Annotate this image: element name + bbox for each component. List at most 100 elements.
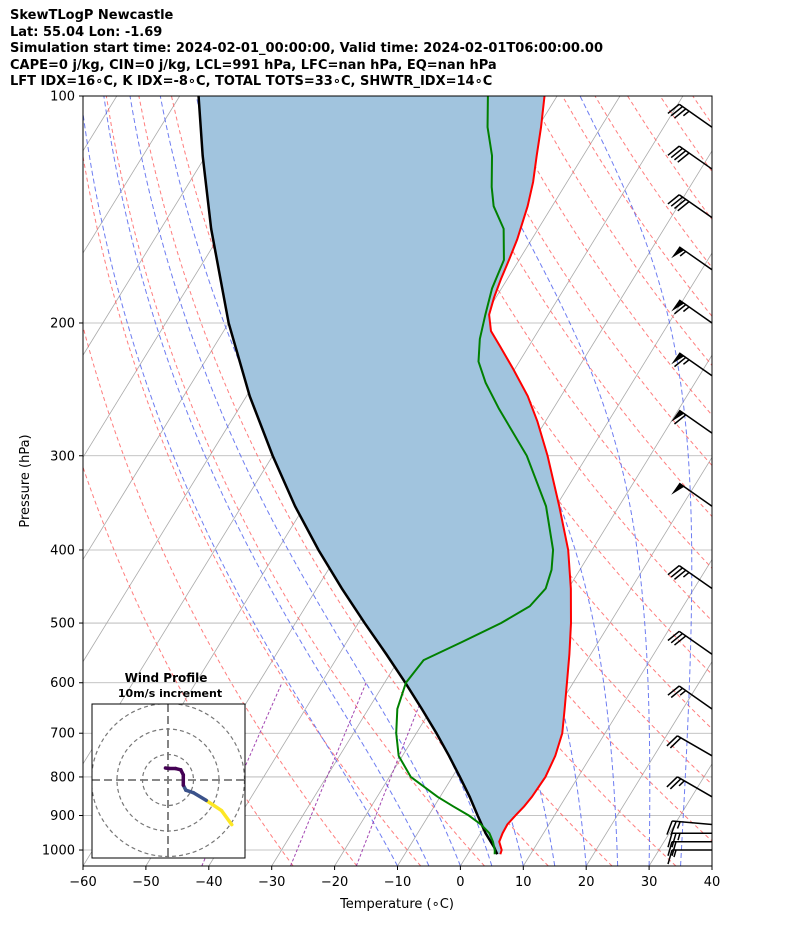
- dry-adiabat: [399, 96, 712, 569]
- wind-barb: [667, 840, 712, 856]
- y-tick-label: 900: [50, 809, 75, 824]
- y-tick-label: 600: [50, 676, 75, 691]
- indices-line-2: LFT IDX=16∘C, K IDX=-8∘C, TOTAL TOTS=33∘…: [10, 74, 493, 89]
- moist-adiabat: [83, 109, 398, 866]
- wind-barb-half: [679, 250, 687, 257]
- isotherm-line: [334, 252, 712, 866]
- wind-barb-staff: [678, 299, 713, 324]
- wind-barb-full: [670, 633, 683, 644]
- wind-barb-half: [682, 306, 690, 313]
- wind-barb-full: [674, 198, 687, 210]
- wind-barb-staff: [678, 145, 713, 170]
- wind-barb-full: [667, 565, 680, 576]
- wind-barb-full: [669, 737, 682, 749]
- wind-barb-full: [667, 849, 673, 865]
- wind-barb: [667, 849, 712, 865]
- x-axis-label: Temperature (∘C): [339, 897, 454, 912]
- wind-barb-full: [674, 304, 687, 315]
- wind-barb: [666, 776, 713, 798]
- wind-barb-staff: [678, 685, 713, 710]
- wind-barb-full: [666, 776, 678, 788]
- wind-barb-full: [674, 414, 687, 425]
- wind-barb-flag: [671, 246, 685, 259]
- mixing-ratio-line: [355, 682, 429, 866]
- y-tick-label: 800: [50, 770, 75, 785]
- wind-barb-full: [671, 833, 677, 848]
- hodograph-frame: [91, 703, 246, 859]
- wind-barb: [667, 832, 712, 848]
- wind-barb-staff: [678, 194, 713, 219]
- wind-barb-full: [677, 152, 690, 163]
- wind-barb: [667, 630, 713, 655]
- wind-barb: [667, 145, 713, 170]
- wind-barb: [667, 194, 713, 219]
- x-tick-label: 30: [641, 875, 658, 890]
- y-tick-label: 200: [50, 316, 75, 331]
- y-tick-label: 100: [50, 90, 75, 105]
- wind-barb-full: [669, 778, 682, 790]
- y-axis-label: Pressure (hPa): [18, 434, 33, 527]
- x-tick-label: −30: [258, 875, 285, 890]
- wind-barb-full: [667, 841, 673, 856]
- hodograph-segment: [204, 798, 224, 813]
- hodograph-title: Wind Profile: [125, 671, 208, 685]
- wind-barb-flag: [671, 300, 685, 312]
- wind-barb-half: [677, 833, 681, 841]
- wind-barb-half: [679, 690, 687, 696]
- hodograph-segment: [191, 791, 208, 803]
- location-line: Lat: 55.04 Lon: -1.69: [10, 24, 163, 40]
- wind-barb-full: [666, 820, 673, 835]
- isotherm-line: [83, 96, 243, 356]
- wind-barb-staff: [678, 564, 713, 590]
- wind-barb-staff: [678, 352, 713, 377]
- wind-barb: [666, 735, 713, 757]
- cin-area: [198, 96, 571, 855]
- wind-barb-flag: [671, 352, 685, 365]
- moist-adiabat: [129, 96, 461, 866]
- parcel-profile-line: [197, 96, 499, 855]
- wind-barb-staff: [678, 482, 713, 507]
- wind-barb-full: [670, 567, 683, 578]
- wind-barb-full: [667, 630, 680, 642]
- plot-area: [83, 96, 712, 866]
- hodograph-segment: [163, 766, 172, 771]
- time-line: Simulation start time: 2024-02-01_00:00:…: [10, 41, 603, 56]
- wind-barb-full: [674, 569, 687, 580]
- moist-adiabat: [103, 96, 430, 866]
- y-tick-label: 400: [50, 543, 75, 558]
- wind-barb-full: [674, 108, 687, 119]
- isotherm-line: [522, 558, 712, 866]
- wind-barb: [667, 564, 713, 590]
- wind-barb-full: [670, 147, 683, 159]
- wind-barb-staff: [678, 630, 713, 655]
- wind-barb-full: [674, 150, 687, 161]
- dry-adiabat: [366, 96, 712, 622]
- dry-adiabat: [496, 96, 712, 416]
- y-tick-label: 300: [50, 449, 75, 464]
- hodograph-subtitle: 10m/s increment: [118, 687, 222, 700]
- moist-adiabat: [579, 96, 693, 866]
- y-tick-label: 500: [50, 617, 75, 632]
- wind-barb-staff: [678, 409, 713, 434]
- wind-barb-full: [667, 103, 680, 115]
- x-tick-label: −60: [69, 875, 96, 890]
- wind-barb-staff: [678, 103, 713, 128]
- wind-barb-staff: [676, 776, 713, 798]
- wind-barb-full: [670, 196, 683, 207]
- wind-barb: [667, 103, 713, 128]
- wind-barb-full: [667, 685, 680, 696]
- wind-barb: [671, 246, 713, 271]
- wind-barb-half: [682, 359, 690, 365]
- x-tick-label: −40: [195, 875, 222, 890]
- wind-barb-half: [676, 821, 681, 829]
- chart-title: SkewTLogP Newcastle: [10, 8, 174, 23]
- wind-barb-half: [682, 571, 690, 578]
- wind-barb-full: [671, 841, 677, 856]
- wind-barb-full: [670, 821, 677, 836]
- wind-barb-full: [677, 201, 690, 212]
- isotherm-line: [585, 660, 712, 866]
- y-tick-label: 1000: [42, 844, 75, 859]
- temperature-line: [488, 96, 572, 855]
